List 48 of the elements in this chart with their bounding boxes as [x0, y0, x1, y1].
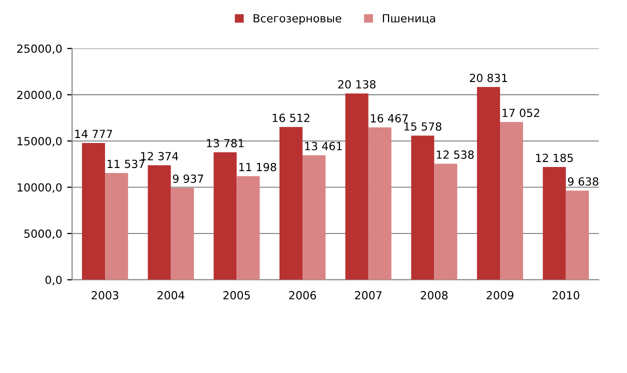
y-tick-label: 0,0: [45, 276, 62, 286]
data-label: 13 781: [206, 138, 244, 148]
bar: [214, 152, 237, 280]
x-tick-label: 2003: [92, 291, 118, 300]
data-label: 13 461: [305, 142, 342, 150]
y-tick-label: 15000,0: [18, 136, 62, 147]
data-label: 11 198: [239, 162, 276, 172]
y-tick-label: 20000,0: [17, 90, 62, 100]
bar: [279, 127, 303, 280]
bar: [345, 93, 368, 280]
bar: [170, 188, 194, 280]
bar: [566, 190, 589, 280]
data-label: 11 537: [108, 160, 144, 168]
data-label: 15 578: [404, 122, 442, 131]
x-tick-label: 2010: [552, 291, 580, 300]
bar: [368, 127, 392, 280]
data-label: 14 777: [75, 130, 112, 138]
x-tick-label: 2009: [486, 291, 514, 300]
y-tick-label: 25000,0: [17, 44, 62, 54]
bar: [434, 164, 458, 280]
y-tick-label: 10000,0: [18, 183, 62, 193]
bar: [411, 136, 434, 280]
data-label: 9 638: [568, 177, 598, 186]
data-label: 9 937: [172, 174, 204, 183]
x-tick-label: 2007: [355, 291, 382, 300]
bar: [476, 87, 500, 280]
data-label: 20 831: [470, 74, 507, 82]
bar: [302, 155, 326, 280]
bar: [500, 122, 524, 280]
bar: [236, 176, 260, 280]
data-label: 12 538: [436, 150, 474, 159]
bar: [542, 167, 566, 280]
y-tick-label: 5000,0: [24, 229, 62, 240]
x-tick-label: 2008: [420, 291, 448, 300]
bar: [105, 173, 128, 280]
bar: [148, 165, 171, 280]
x-tick-label: 2005: [223, 291, 250, 300]
legend-label: Всегозерновые: [254, 14, 342, 25]
data-label: 16 467: [370, 114, 408, 122]
bar: [82, 143, 106, 280]
data-label: 17 052: [502, 108, 540, 118]
x-tick-label: 2004: [158, 291, 184, 300]
data-label: 16 512: [272, 114, 310, 122]
data-label: 20 138: [338, 80, 376, 89]
legend-label: Пшеница: [382, 14, 436, 24]
data-label: 12 374: [141, 152, 178, 160]
data-label: 12 185: [536, 154, 573, 162]
x-tick-label: 2006: [289, 291, 316, 300]
